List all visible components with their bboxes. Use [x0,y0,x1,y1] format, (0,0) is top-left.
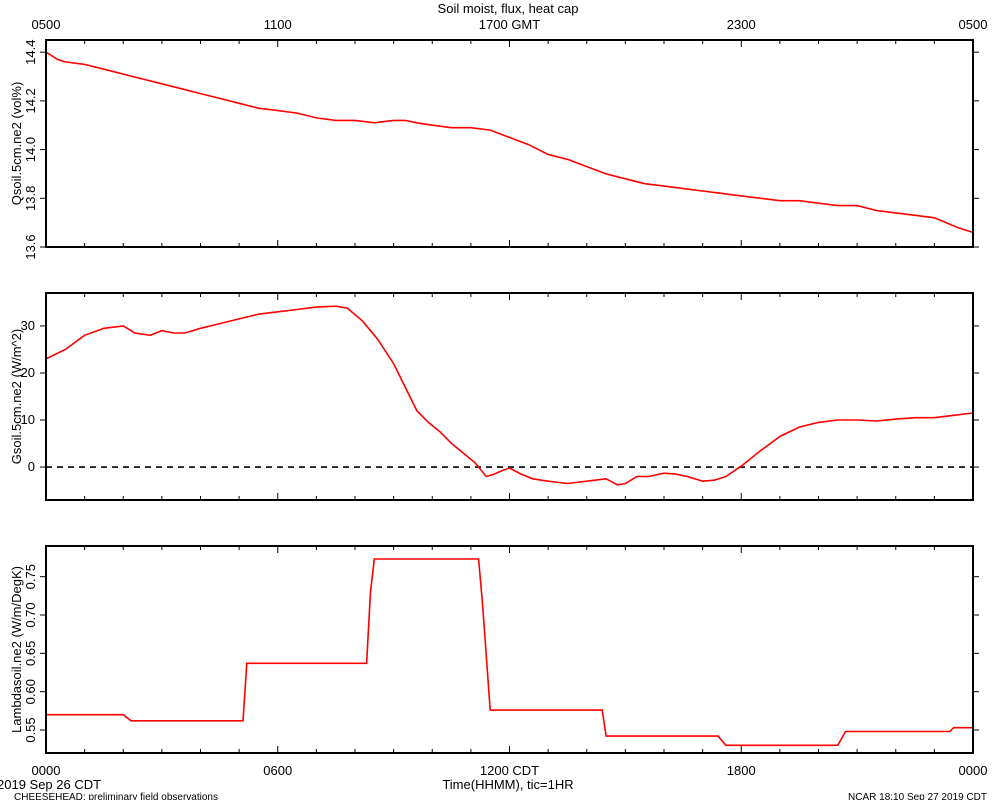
project-note: CHEESEHEAD: preliminary field observatio… [14,792,218,800]
plot-frame [45,292,974,501]
date-label: 2019 Sep 26 CDT [0,777,101,792]
y-tick-label: 0.55 [23,717,38,742]
plot-frame [45,39,974,248]
bottom-x-tick-label: 0600 [263,763,292,778]
top-x-tick-label: 1100 [264,17,292,32]
bottom-x-tick-label: 1200 CDT [480,763,539,778]
y-tick-label: 0 [28,459,35,474]
y-tick-label: 30 [21,318,35,333]
bottom-x-tick-label: 0000 [959,763,988,778]
y-tick-label: 14.2 [23,88,38,113]
data-series-line [45,305,974,486]
top-x-tick-label: 0500 [32,17,61,32]
top-x-tick-label: 2300 [727,17,756,32]
top-time-axis-labels: 0500 1100 1700 GMT 2300 0500 [32,17,988,32]
y-tick-label: 14.0 [23,137,38,162]
bottom-time-axis-labels: 0000 0600 1200 CDT 1800 0000 [32,763,988,778]
y-tick-label: 14.4 [23,40,38,65]
y-tick-label: 0.75 [23,564,38,589]
top-x-tick-label: 0500 [959,17,988,32]
plot-frame [45,545,974,754]
y-tick-label: 0.65 [23,641,38,666]
y-axis-label: Qsoil.5cm.ne2 (vol%) [9,82,24,206]
y-tick-label: 13.8 [23,186,38,211]
y-tick-label: 10 [21,412,35,427]
y-tick-label: 13.6 [23,234,38,259]
x-axis-label: Time(HHMM), tic=1HR [442,777,573,792]
y-axis-label: Lambdasoil.ne2 (W/m/DegK) [9,566,24,733]
bottom-x-tick-label: 0000 [32,763,61,778]
ncar-timestamp: NCAR 18:10 Sep 27 2019 CDT [848,792,987,800]
top-x-tick-label: 1700 GMT [479,17,540,32]
y-tick-label: 0.60 [23,679,38,704]
soil-moisture-panel: 13.6 13.8 14.0 14.2 14.4 Qsoil.5cm.ne2 (vol%) [9,39,979,260]
data-series-line [46,558,973,747]
data-series-line [45,51,974,234]
y-tick-label: 20 [21,365,35,380]
bottom-x-tick-label: 1800 [727,763,756,778]
y-axis-label: Gsoil.5cm.ne2 (W/m^2) [9,329,24,464]
figure-title: Soil moist, flux, heat cap [438,1,579,16]
y-tick-label: 0.70 [23,602,38,627]
